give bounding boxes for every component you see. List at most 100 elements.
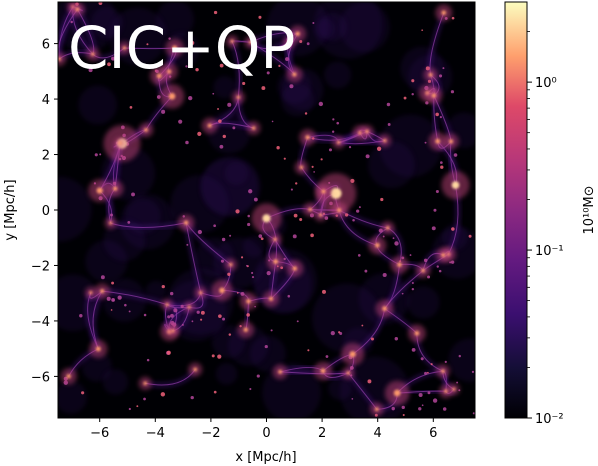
halo [338, 331, 341, 334]
halo [442, 67, 445, 70]
halo [111, 281, 115, 285]
node-core [441, 369, 445, 374]
halo [450, 90, 455, 94]
halo [213, 224, 216, 228]
halo [433, 208, 437, 212]
diffuse-matter [448, 338, 475, 383]
node-core [75, 7, 80, 12]
halo [213, 10, 218, 15]
halo [188, 95, 193, 101]
halo [425, 101, 429, 105]
node-core [308, 207, 313, 212]
node-core [246, 298, 251, 304]
halo [146, 358, 150, 362]
x-tick-label: 6 [429, 426, 437, 441]
halo [266, 32, 269, 35]
halo [269, 27, 273, 32]
node-core [336, 140, 341, 145]
node-core [118, 141, 122, 145]
halo [409, 254, 412, 256]
node-core [349, 351, 356, 358]
node-core [96, 187, 103, 194]
halo [217, 108, 219, 110]
x-axis-ticks: −6 −4 −2 0 2 4 6 [90, 418, 437, 441]
halo [190, 395, 194, 400]
halo [456, 381, 459, 384]
node-core [143, 381, 147, 386]
halo [287, 294, 291, 298]
node-core [183, 220, 189, 225]
halo [332, 118, 335, 121]
halo [418, 407, 422, 411]
y-tick-label: 2 [42, 149, 50, 164]
halo [211, 354, 215, 358]
node-core [207, 123, 212, 128]
node-core [236, 95, 241, 100]
x-axis-label: x [Mpc/h] [235, 450, 296, 465]
halo [98, 2, 103, 5]
halo [218, 119, 222, 123]
halo [431, 226, 436, 231]
halo [387, 123, 391, 126]
node-glow [58, 52, 66, 66]
halo [451, 227, 455, 231]
node-core [156, 73, 162, 79]
node-core [292, 266, 298, 271]
halo [196, 310, 200, 314]
halo [471, 370, 475, 373]
halo [321, 289, 326, 294]
node-core [318, 213, 323, 217]
y-axis-ticks: −6 −4 −2 0 2 4 6 [31, 38, 58, 385]
halo [251, 271, 254, 275]
halo [136, 405, 139, 408]
halo [256, 374, 260, 378]
halo [79, 314, 83, 318]
halo [356, 209, 360, 213]
halo [248, 189, 253, 194]
node-core [193, 367, 198, 372]
halo [382, 272, 387, 278]
colorbar-tick-label: 10⁻² [535, 412, 564, 427]
halo [280, 47, 284, 51]
halo [442, 407, 447, 411]
node-core [365, 129, 369, 134]
diffuse-matter [195, 237, 234, 276]
halo [81, 391, 85, 395]
halo [213, 390, 217, 394]
node-core [374, 407, 379, 412]
diffuse-matter [81, 351, 112, 382]
diffuse-matter [324, 61, 352, 89]
halo [318, 101, 324, 107]
node-core [90, 52, 95, 56]
halo [228, 333, 232, 336]
y-tick-label: −4 [31, 315, 50, 330]
halo [100, 275, 105, 280]
halo [278, 64, 281, 67]
halo [106, 296, 111, 301]
node-core [295, 31, 300, 37]
halo [432, 398, 438, 403]
halo [251, 276, 255, 279]
halo [261, 86, 266, 91]
halo [435, 112, 439, 117]
halo [365, 154, 370, 159]
halo [427, 275, 431, 279]
node-core [251, 126, 256, 130]
node-core [383, 138, 387, 143]
halo [436, 265, 439, 268]
halo [394, 241, 399, 246]
halo [276, 146, 280, 150]
node-core [421, 268, 426, 273]
halo [258, 15, 262, 19]
colorbar-ticks: 10⁻² 10⁻¹ 10⁰ [527, 31, 564, 427]
halo [418, 392, 423, 398]
halo [200, 310, 205, 315]
node-core [452, 387, 456, 391]
node-core [198, 291, 203, 295]
node-core [321, 189, 326, 194]
halo [169, 291, 174, 296]
halo [310, 233, 314, 238]
node-core [397, 262, 402, 268]
halo [351, 398, 354, 400]
halo [143, 397, 146, 401]
